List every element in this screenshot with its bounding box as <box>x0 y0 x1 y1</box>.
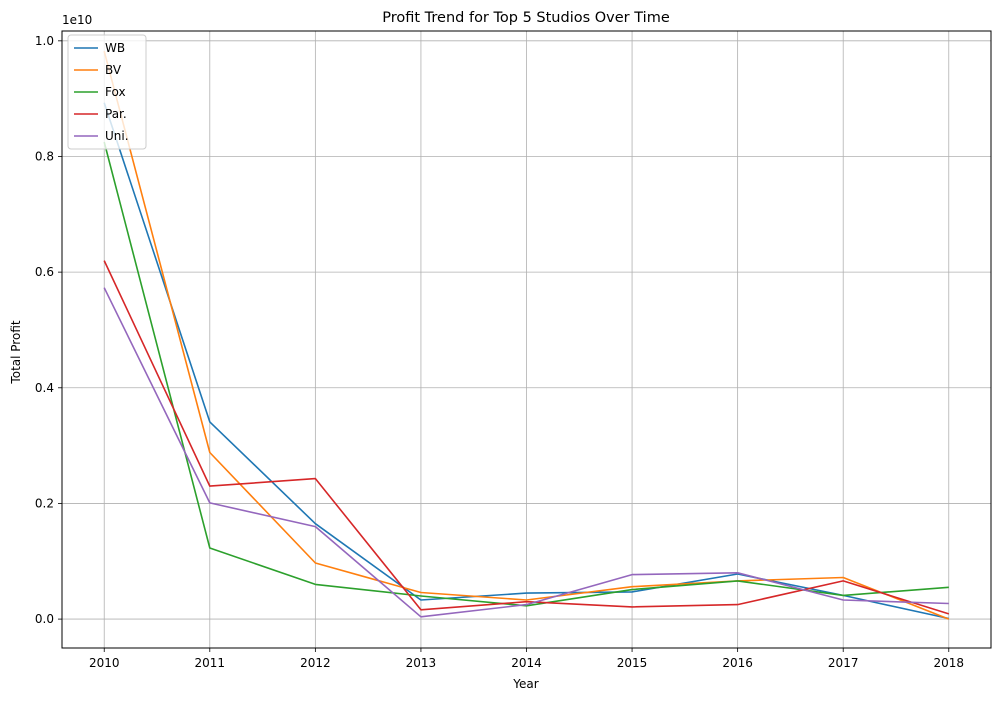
x-tick-label: 2015 <box>617 656 648 670</box>
x-tick-label: 2014 <box>511 656 542 670</box>
legend-label: Uni. <box>105 129 129 143</box>
y-tick-label: 0.2 <box>35 496 54 510</box>
x-tick-label: 2016 <box>722 656 753 670</box>
x-tick-label: 2011 <box>195 656 226 670</box>
x-tick-label: 2012 <box>300 656 331 670</box>
y-tick-label: 1.0 <box>35 34 54 48</box>
x-tick-label: 2017 <box>828 656 859 670</box>
legend-label: Fox <box>105 85 126 99</box>
grid <box>62 31 991 648</box>
x-axis-ticks: 2010 2011 2012 2013 2014 2015 2016 2017 2018 <box>89 648 964 670</box>
y-axis-label: Total Profit <box>9 320 23 384</box>
x-axis-label: Year <box>512 677 538 691</box>
y-tick-label: 0.8 <box>35 149 54 163</box>
x-tick-label: 2013 <box>406 656 437 670</box>
series-line-par <box>103 260 950 615</box>
x-tick-label: 2018 <box>933 656 964 670</box>
series-lines <box>103 50 950 620</box>
legend-label: BV <box>105 63 122 77</box>
legend: WB BV Fox Par. Uni. <box>67 34 147 150</box>
y-axis-offset-label: 1e10 <box>62 13 92 27</box>
series-line-uni <box>103 287 949 618</box>
y-axis-ticks: 0.0 0.2 0.4 0.6 0.8 1.0 <box>35 34 62 626</box>
y-tick-label: 0.0 <box>35 612 54 626</box>
legend-label: WB <box>105 41 125 55</box>
series-line-bv <box>103 50 950 620</box>
y-tick-label: 0.4 <box>35 381 54 395</box>
chart-title: Profit Trend for Top 5 Studios Over Time <box>382 10 670 26</box>
x-tick-label: 2010 <box>89 656 120 670</box>
legend-label: Par. <box>105 107 127 121</box>
legend-box <box>67 34 147 150</box>
y-tick-label: 0.6 <box>35 265 54 279</box>
